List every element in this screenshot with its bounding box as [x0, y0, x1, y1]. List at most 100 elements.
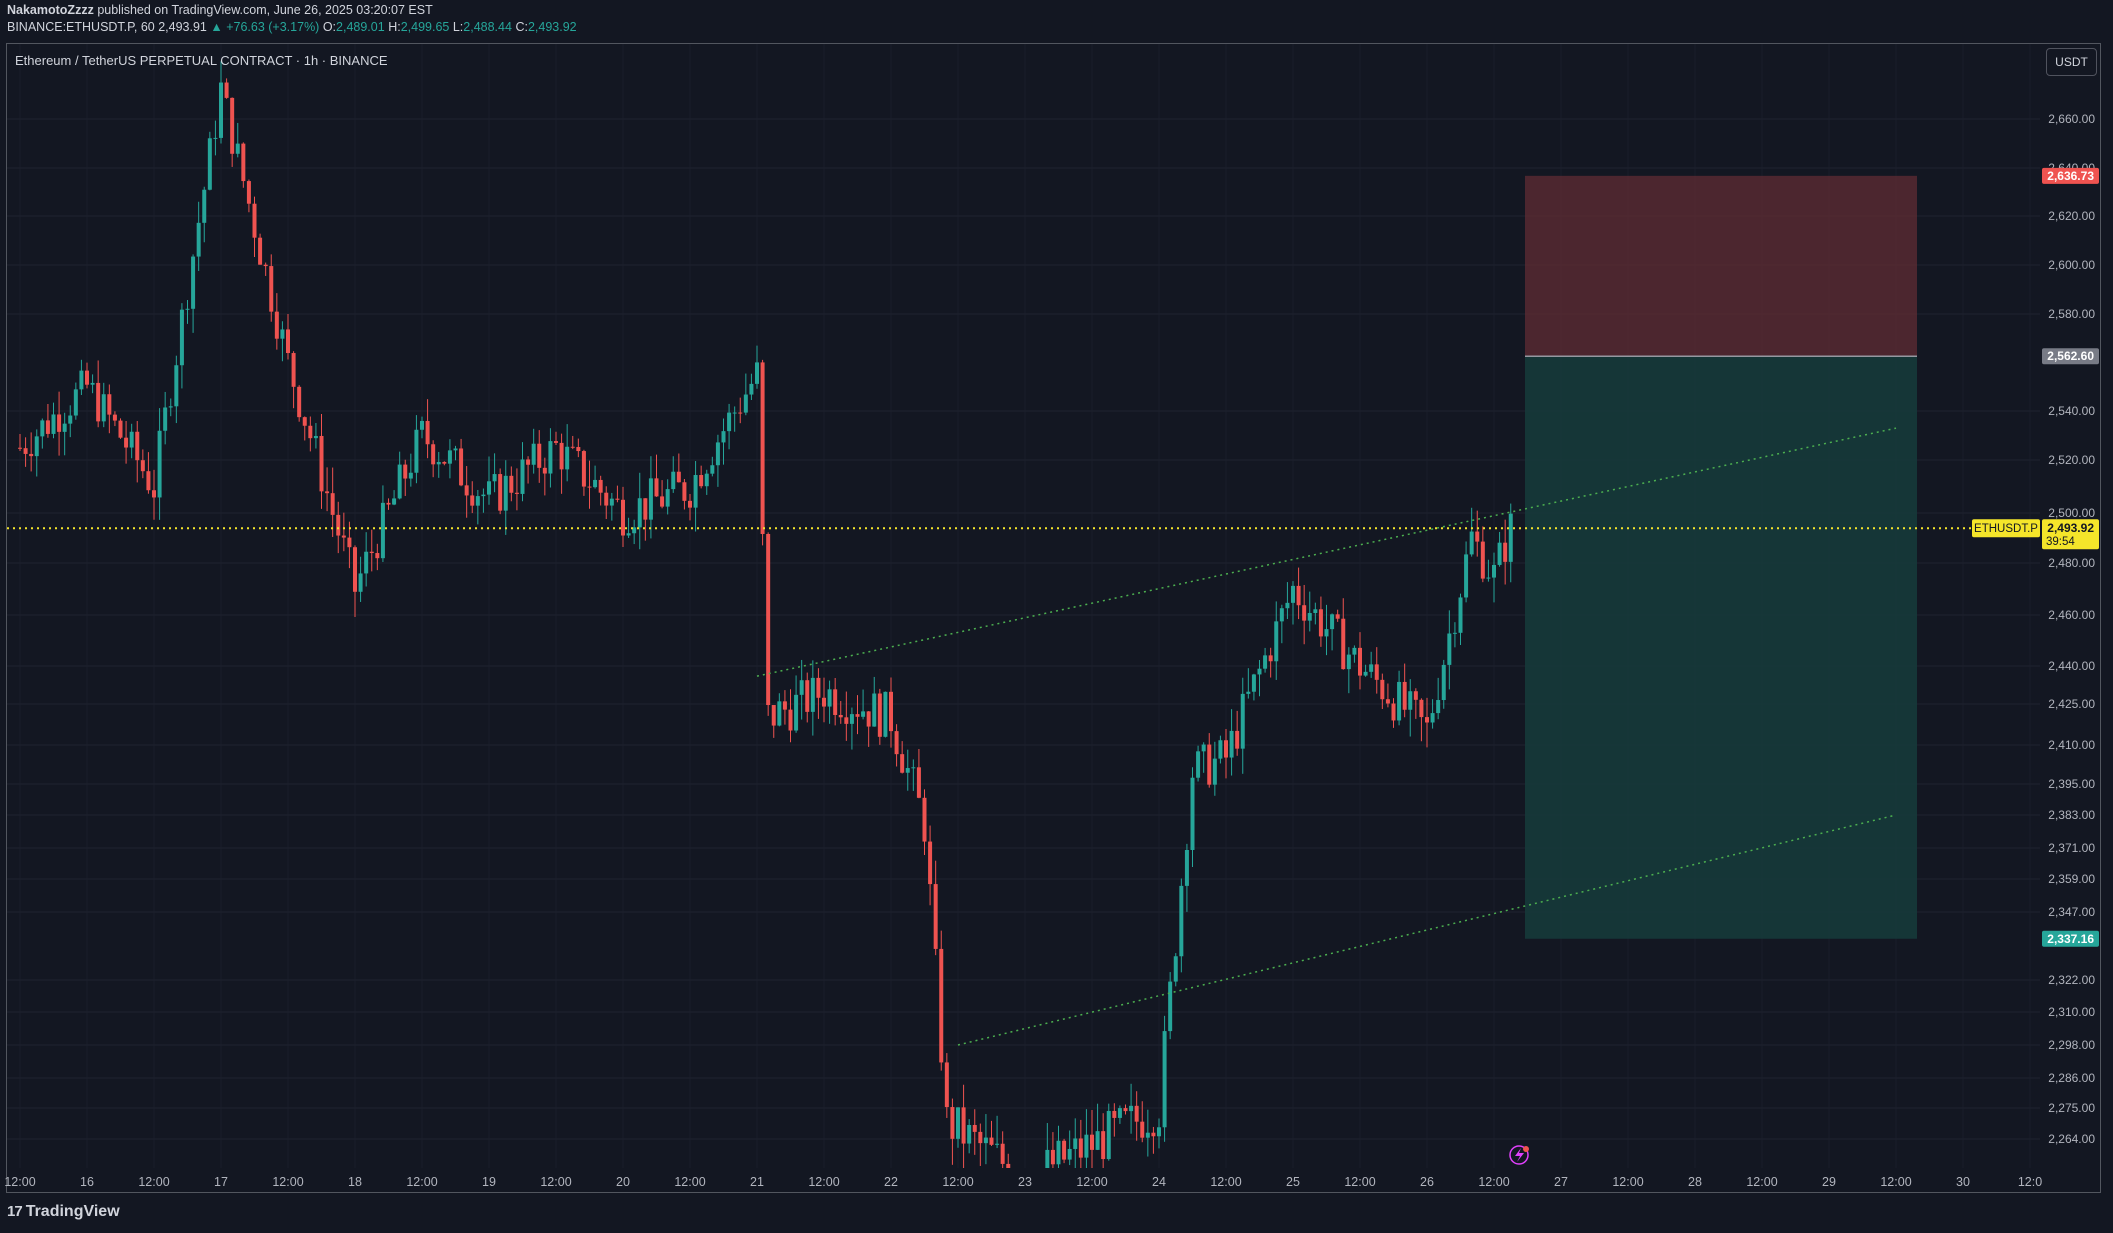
candle-body[interactable]	[961, 1107, 966, 1144]
candle-body[interactable]	[939, 948, 944, 1063]
candle-body[interactable]	[967, 1124, 972, 1144]
candle-body[interactable]	[1067, 1148, 1072, 1160]
candle-body[interactable]	[18, 447, 22, 449]
candle-body[interactable]	[665, 489, 670, 507]
candle-body[interactable]	[916, 767, 921, 798]
candle-body[interactable]	[1134, 1105, 1139, 1122]
candle-body[interactable]	[1184, 849, 1189, 886]
candle-body[interactable]	[671, 471, 676, 490]
candle-body[interactable]	[135, 431, 140, 461]
candle-body[interactable]	[498, 474, 503, 511]
candle-body[interactable]	[1045, 1149, 1050, 1168]
candle-body[interactable]	[838, 714, 843, 718]
candle-body[interactable]	[827, 689, 832, 707]
candle-body[interactable]	[1391, 703, 1396, 721]
candle-body[interactable]	[1436, 700, 1441, 714]
candle-body[interactable]	[554, 441, 558, 443]
candle-body[interactable]	[699, 475, 704, 487]
candle-body[interactable]	[1352, 647, 1357, 655]
candle-body[interactable]	[1129, 1105, 1134, 1112]
candle-body[interactable]	[1458, 597, 1463, 633]
candle-body[interactable]	[202, 189, 207, 223]
candle-body[interactable]	[1117, 1108, 1122, 1118]
candle-body[interactable]	[1464, 554, 1469, 598]
stop-loss-zone[interactable]	[1525, 175, 1917, 357]
candle-body[interactable]	[1408, 691, 1413, 710]
candle-body[interactable]	[101, 394, 106, 422]
tradingview-brand[interactable]: ⁠17 TradingView	[7, 1203, 120, 1221]
candle-body[interactable]	[57, 414, 62, 432]
candle-body[interactable]	[995, 1143, 1000, 1145]
candle-body[interactable]	[1302, 605, 1307, 621]
candle-body[interactable]	[235, 143, 240, 154]
candle-body[interactable]	[799, 680, 804, 695]
candle-body[interactable]	[1050, 1149, 1055, 1165]
candle-body[interactable]	[1090, 1134, 1094, 1150]
candle-body[interactable]	[576, 447, 581, 452]
candle-body[interactable]	[1151, 1132, 1156, 1137]
candle-body[interactable]	[157, 430, 162, 498]
candle-body[interactable]	[258, 237, 263, 265]
candle-body[interactable]	[548, 441, 553, 474]
candle-body[interactable]	[269, 266, 274, 312]
candle-body[interactable]	[743, 394, 748, 413]
candle-body[interactable]	[598, 479, 603, 493]
candle-body[interactable]	[51, 414, 56, 434]
candle-body[interactable]	[727, 412, 732, 432]
candle-body[interactable]	[877, 693, 882, 737]
lightning-icon[interactable]	[1509, 1145, 1529, 1165]
candle-body[interactable]	[313, 435, 318, 439]
candle-body[interactable]	[1492, 564, 1496, 578]
candle-body[interactable]	[771, 705, 776, 726]
candle-body[interactable]	[514, 492, 519, 494]
candle-body[interactable]	[308, 425, 313, 439]
candle-body[interactable]	[45, 420, 50, 434]
candle-body[interactable]	[34, 436, 39, 457]
candle-body[interactable]	[1307, 613, 1312, 621]
candle-body[interactable]	[615, 498, 620, 500]
candle-body[interactable]	[1358, 647, 1362, 676]
candle-body[interactable]	[96, 382, 101, 422]
candle-body[interactable]	[319, 435, 324, 492]
candle-body[interactable]	[79, 370, 84, 390]
candle-body[interactable]	[911, 767, 916, 769]
candle-body[interactable]	[1425, 717, 1429, 723]
candle-body[interactable]	[1173, 956, 1178, 982]
candle-body[interactable]	[1447, 633, 1452, 665]
candle-body[interactable]	[1101, 1131, 1106, 1160]
candle-body[interactable]	[1062, 1140, 1067, 1160]
candle-body[interactable]	[1207, 744, 1212, 785]
candle-body[interactable]	[369, 551, 374, 554]
candle-body[interactable]	[1190, 777, 1195, 850]
candle-body[interactable]	[1452, 632, 1457, 634]
candle-body[interactable]	[526, 459, 531, 465]
candle-body[interactable]	[1073, 1138, 1078, 1149]
candle-body[interactable]	[1196, 751, 1201, 778]
candle-body[interactable]	[1145, 1132, 1150, 1138]
candle-body[interactable]	[146, 471, 151, 491]
candle-body[interactable]	[581, 451, 586, 487]
candle-body[interactable]	[174, 365, 179, 407]
candle-body[interactable]	[944, 1062, 949, 1108]
candle-body[interactable]	[325, 491, 330, 494]
candle-body[interactable]	[693, 475, 698, 508]
candle-body[interactable]	[1335, 614, 1340, 619]
candle-body[interactable]	[688, 500, 692, 508]
candle-body[interactable]	[1341, 618, 1346, 670]
candle-body[interactable]	[397, 464, 402, 499]
candle-body[interactable]	[1291, 585, 1295, 603]
candle-body[interactable]	[833, 689, 838, 715]
candle-body[interactable]	[1346, 654, 1351, 670]
candle-body[interactable]	[23, 448, 28, 454]
candle-body[interactable]	[1313, 609, 1318, 614]
candle-body[interactable]	[1006, 1163, 1011, 1168]
candle-body[interactable]	[883, 691, 888, 737]
candle-body[interactable]	[62, 423, 67, 432]
candle-body[interactable]	[436, 461, 441, 465]
candle-body[interactable]	[152, 490, 156, 498]
candle-body[interactable]	[129, 431, 134, 448]
candle-body[interactable]	[1508, 513, 1513, 562]
candle-body[interactable]	[1318, 609, 1323, 637]
candle-body[interactable]	[1112, 1110, 1117, 1118]
candle-body[interactable]	[179, 309, 184, 366]
